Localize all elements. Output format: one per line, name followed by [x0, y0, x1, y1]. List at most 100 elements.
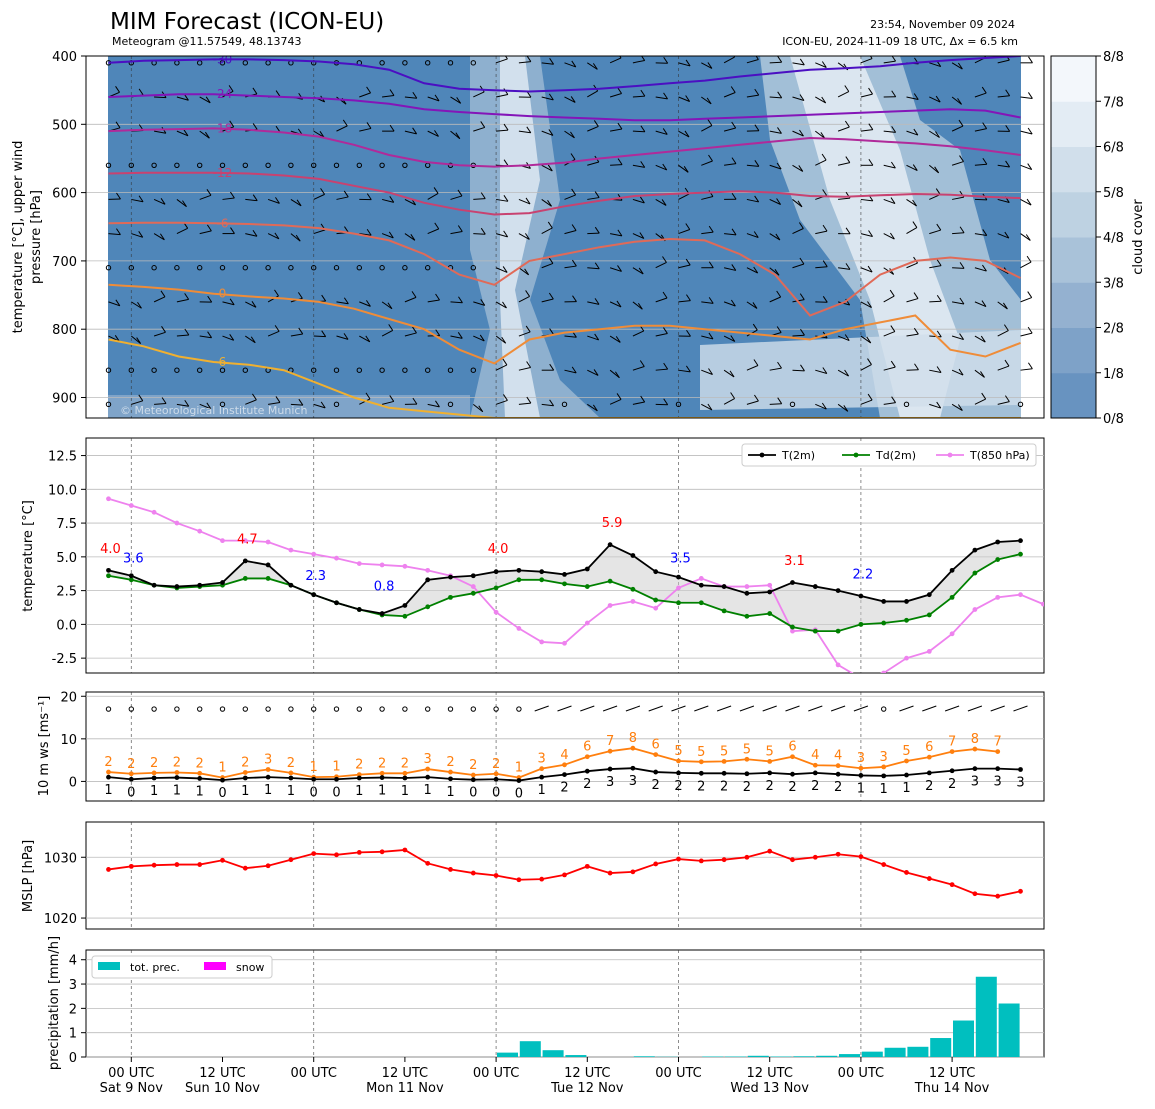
temperature-point: [722, 608, 727, 613]
mean-wind-label: 1: [150, 784, 158, 799]
mean-wind-label: 1: [401, 784, 409, 799]
mslp-point: [539, 877, 544, 882]
gust-label: 7: [994, 735, 1002, 750]
temperature-point: [289, 583, 294, 588]
mean-wind-label: 1: [173, 784, 181, 799]
mean-wind-label: 1: [287, 784, 295, 799]
temperature-y-tick-label: 2.5: [56, 585, 77, 600]
mslp-point: [243, 866, 248, 871]
temperature-point: [699, 600, 704, 605]
gust-label: 1: [515, 761, 523, 776]
wind-point: [767, 759, 772, 764]
temperature-point: [380, 563, 385, 568]
gust-label: 2: [446, 755, 454, 770]
temperature-point: [175, 584, 180, 589]
upper-y-label-2: pressure [hPa]: [29, 190, 44, 284]
wind-point: [927, 755, 932, 760]
gust-label: 8: [971, 732, 979, 747]
mslp-point: [517, 877, 522, 882]
temperature-point: [266, 540, 271, 545]
mean-wind-label: 0: [469, 786, 477, 801]
wind-point: [973, 747, 978, 752]
mean-wind-label: 2: [674, 779, 682, 794]
temperature-point: [995, 540, 1000, 545]
gust-label: 2: [150, 756, 158, 771]
wind-barb: [610, 165, 622, 166]
wind-point: [106, 770, 111, 775]
wind-point: [722, 771, 727, 776]
mslp-point: [129, 864, 134, 869]
temperature-point: [562, 641, 567, 646]
precip-bar: [565, 1055, 586, 1057]
gust-label: 5: [697, 745, 705, 760]
temperature-extreme-label: 4.0: [100, 542, 121, 557]
mean-wind-label: 2: [948, 777, 956, 792]
temperature-y-tick-label: -2.5: [52, 652, 77, 667]
temperature-point: [631, 553, 636, 558]
precip-y-tick-label: 0: [69, 1051, 77, 1066]
legend-swatch: [204, 962, 226, 970]
wind-point: [471, 773, 476, 778]
temperature-extreme-label: 0.8: [374, 580, 395, 595]
gust-label: 2: [104, 755, 112, 770]
forecast-timestamp: 23:54, November 09 2024: [870, 18, 1015, 31]
wind-point: [129, 771, 134, 776]
temperature-point: [289, 548, 294, 553]
colorbar-segment: [1051, 56, 1096, 102]
wind-point: [289, 776, 294, 781]
wind-point: [129, 777, 134, 782]
mean-wind-label: 0: [218, 786, 226, 801]
temperature-point: [471, 573, 476, 578]
temperature-point: [608, 603, 613, 608]
wind-barb: [770, 62, 782, 63]
wind-barb: [154, 97, 166, 98]
mslp-point: [403, 848, 408, 853]
wind-point: [745, 757, 750, 762]
mslp-point: [767, 849, 772, 854]
isotherm-label: -30: [213, 52, 233, 66]
wind-point: [448, 776, 453, 781]
colorbar-tick-label: 4/8: [1103, 231, 1124, 246]
temperature-point: [950, 595, 955, 600]
mslp-point: [562, 872, 567, 877]
temperature-point: [448, 595, 453, 600]
mean-wind-label: 0: [492, 785, 500, 800]
gust-label: 5: [743, 742, 751, 757]
temperature-point: [813, 629, 818, 634]
temperature-point: [106, 496, 111, 501]
gust-label: 3: [424, 752, 432, 767]
temperature-point: [881, 671, 886, 676]
wind-barb: [770, 404, 782, 405]
temperature-y-tick-label: 10.0: [48, 483, 77, 498]
model-run: ICON-EU, 2024-11-09 18 UTC, Δx = 6.5 km: [782, 35, 1018, 48]
temperature-point: [767, 590, 772, 595]
colorbar-segment: [1051, 237, 1096, 283]
wind-barb: [633, 131, 645, 132]
mean-wind-label: 0: [310, 785, 318, 800]
temperature-point: [836, 662, 841, 667]
wind-point: [836, 763, 841, 768]
isotherm-label: -18: [213, 121, 233, 135]
wind-point: [220, 778, 225, 783]
temperature-point: [676, 600, 681, 605]
wind-barb: [314, 336, 326, 337]
wind-point: [243, 770, 248, 775]
wind-point: [927, 770, 932, 775]
temperature-y-label: temperature [°C]: [21, 500, 36, 612]
mslp-point: [790, 857, 795, 862]
mslp-point: [881, 862, 886, 867]
temperature-point: [403, 614, 408, 619]
temperature-extreme-label: 5.9: [602, 516, 623, 531]
gust-label: 3: [880, 750, 888, 765]
wind-barb: [952, 268, 964, 269]
gust-label: 2: [469, 758, 477, 773]
precip-bar: [885, 1048, 906, 1057]
gust-label: 5: [720, 744, 728, 759]
isotherm-label: -24: [213, 87, 233, 101]
colorbar-segment: [1051, 147, 1096, 193]
colorbar-segment: [1051, 282, 1096, 328]
mslp-point: [106, 867, 111, 872]
